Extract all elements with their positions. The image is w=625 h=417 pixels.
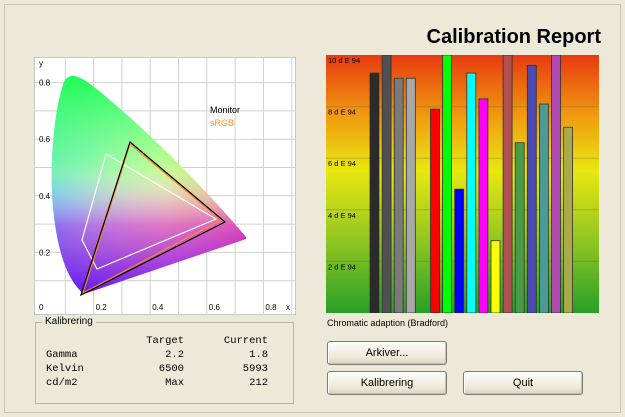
bar xyxy=(551,55,561,313)
cie-y-axis-label: y xyxy=(39,59,43,68)
bar xyxy=(502,55,513,313)
bar-tick-label: 8 d E 94 xyxy=(328,108,356,117)
table-row: Kelvin 6500 5993 xyxy=(46,362,268,376)
isocoated-gamut xyxy=(81,153,218,270)
bar xyxy=(563,126,574,313)
cie-x-tick-label: 0 xyxy=(39,303,44,312)
row-label: cd/m2 xyxy=(46,377,78,389)
bar xyxy=(478,98,489,313)
bar xyxy=(430,108,440,313)
bar xyxy=(381,55,392,313)
quit-button[interactable]: Quit xyxy=(463,371,583,395)
legend-srgb: sRGB xyxy=(210,118,234,128)
current-value: 1.8 xyxy=(249,349,268,361)
bar xyxy=(405,77,416,313)
cie-y-tick-label: 0.8 xyxy=(39,79,51,88)
cie-x-tick-label: 0.8 xyxy=(265,303,277,312)
cie-y-tick-label: 0.2 xyxy=(39,248,51,257)
legend-monitor: Monitor xyxy=(210,105,240,115)
delta-e-bar-chart: 2 d E 94 4 d E 94 6 d E 94 8 d E 94 10 d E 9… xyxy=(326,55,599,313)
bar xyxy=(526,64,537,313)
archive-button[interactable]: Arkiver... xyxy=(327,341,447,365)
current-value: 5993 xyxy=(242,363,268,375)
bar-tick-label: 10 d E 94 xyxy=(328,56,360,65)
bar-tick-labels: 2 d E 94 4 d E 94 6 d E 94 8 d E 94 10 d E 9… xyxy=(328,56,360,271)
cie-y-tick-label: 0.6 xyxy=(39,135,51,144)
monitor-gamut xyxy=(79,140,227,297)
row-label: Kelvin xyxy=(46,363,84,375)
bar xyxy=(369,72,380,313)
target-value: 6500 xyxy=(158,363,184,375)
chart-caption: Chromatic adaption (Bradford) xyxy=(327,318,449,328)
calibration-groupbox xyxy=(35,322,294,404)
window-frame xyxy=(4,4,621,413)
cie-x-axis-label: x xyxy=(286,303,290,312)
cie-gamut-chart: x y Monitor sRGB ISOcoated 0 0.2 0.4 0.6 0.8… xyxy=(34,57,296,315)
bar-marks xyxy=(369,55,574,313)
target-value: 2.2 xyxy=(165,349,184,361)
bar xyxy=(466,72,477,313)
bar-tick-label: 4 d E 94 xyxy=(328,211,356,220)
row-label: Gamma xyxy=(46,349,78,361)
bar-tick-label: 2 d E 94 xyxy=(328,262,356,271)
bar xyxy=(393,77,404,313)
cie-x-tick-label: 0.4 xyxy=(152,303,164,312)
header-cell xyxy=(46,334,108,348)
bar xyxy=(454,188,465,313)
table-row: cd/m2 Max 212 xyxy=(46,376,268,390)
legend-isocoated: ISOcoated xyxy=(210,131,253,141)
header-cell: Current xyxy=(223,335,268,347)
calibration-group-title: Kalibrering xyxy=(42,316,96,327)
calibrate-button[interactable]: Kalibrering xyxy=(327,371,447,395)
cie-x-tick-label: 0.6 xyxy=(209,303,221,312)
cie-x-tick-label: 0.2 xyxy=(96,303,108,312)
header-cell: Target xyxy=(146,335,184,347)
cie-y-tick-label: 0.4 xyxy=(39,192,51,201)
bar xyxy=(538,103,549,313)
bar xyxy=(514,142,525,313)
table-header-row: Target Current xyxy=(46,334,268,348)
bar-tick-label: 6 d E 94 xyxy=(328,159,356,168)
srgb-gamut xyxy=(81,142,223,295)
calibration-table: Target Current Gamma 2.2 1.8 Kelvin 6500… xyxy=(46,334,268,390)
table-row: Gamma 2.2 1.8 xyxy=(46,348,268,362)
bar xyxy=(490,240,501,313)
report-title: Calibration Report xyxy=(426,26,601,48)
current-value: 212 xyxy=(249,377,268,389)
target-value: Max xyxy=(165,377,184,389)
bar xyxy=(442,55,452,313)
